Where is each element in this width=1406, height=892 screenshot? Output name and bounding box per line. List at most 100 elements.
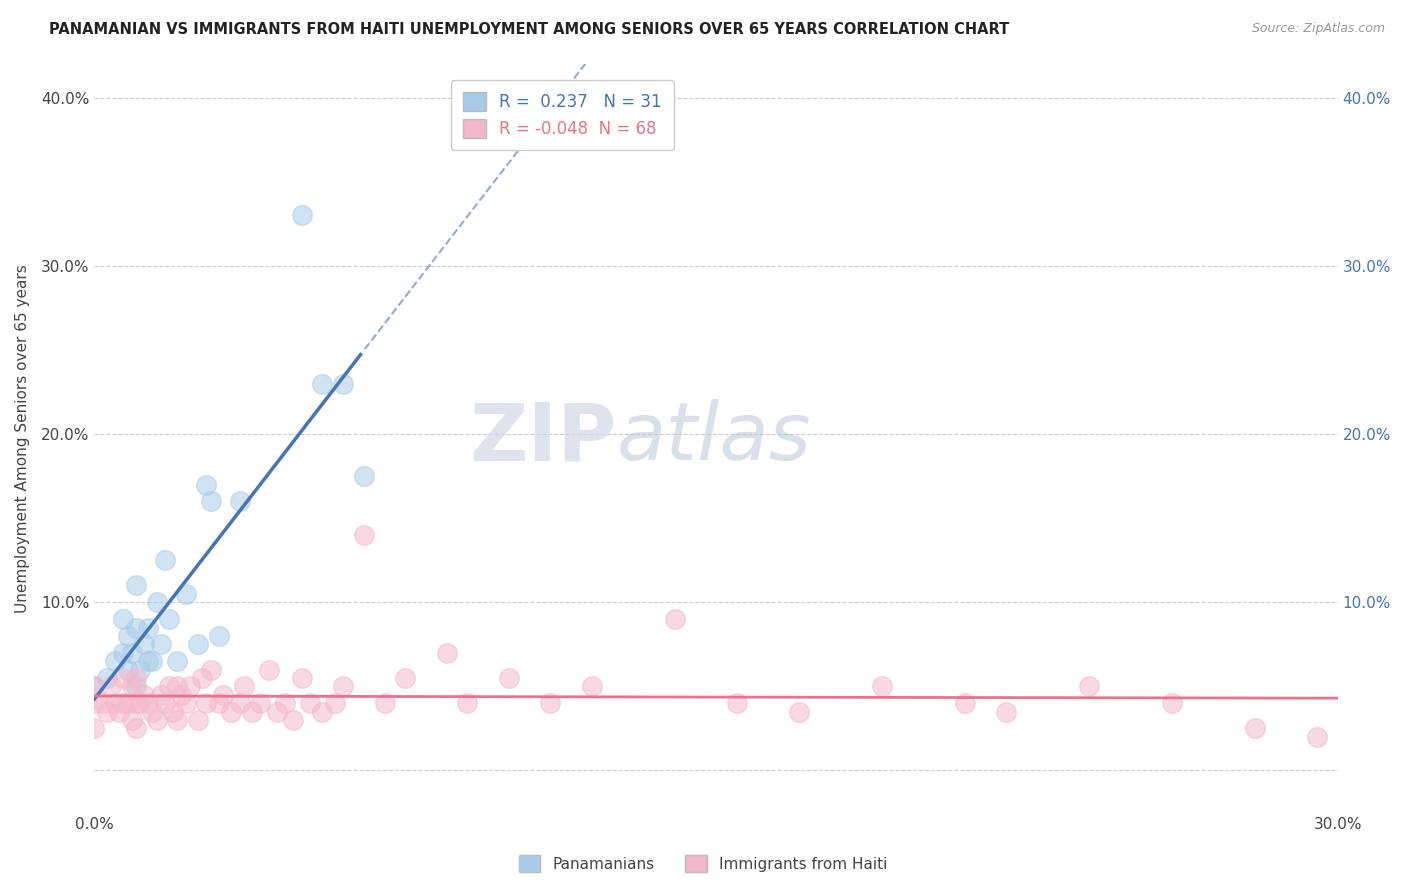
Point <box>166 679 188 693</box>
Point <box>112 671 135 685</box>
Point <box>725 696 748 710</box>
Point <box>134 637 156 651</box>
Point <box>1160 696 1182 710</box>
Point <box>153 553 176 567</box>
Point <box>125 722 148 736</box>
Point <box>149 688 172 702</box>
Point <box>187 637 209 651</box>
Point <box>138 620 160 634</box>
Text: ZIP: ZIP <box>470 400 617 477</box>
Point <box>174 587 197 601</box>
Point <box>129 696 152 710</box>
Point <box>129 663 152 677</box>
Point <box>208 696 231 710</box>
Point <box>179 679 201 693</box>
Point <box>332 679 354 693</box>
Point <box>266 705 288 719</box>
Point <box>195 696 218 710</box>
Point <box>83 679 105 693</box>
Point <box>228 494 250 508</box>
Point <box>104 696 127 710</box>
Point <box>96 705 118 719</box>
Point <box>664 612 686 626</box>
Point <box>145 595 167 609</box>
Point <box>174 696 197 710</box>
Point <box>121 679 143 693</box>
Point <box>232 679 254 693</box>
Point <box>125 679 148 693</box>
Point <box>104 654 127 668</box>
Point <box>1306 730 1329 744</box>
Point <box>91 696 114 710</box>
Point <box>291 209 314 223</box>
Point <box>166 713 188 727</box>
Point <box>436 646 458 660</box>
Point <box>311 376 333 391</box>
Point <box>100 679 122 693</box>
Point <box>83 722 105 736</box>
Point <box>153 696 176 710</box>
Point <box>249 696 271 710</box>
Point <box>953 696 976 710</box>
Point <box>208 629 231 643</box>
Point <box>145 713 167 727</box>
Point <box>166 654 188 668</box>
Point <box>353 469 375 483</box>
Point <box>353 528 375 542</box>
Point <box>274 696 297 710</box>
Point <box>212 688 235 702</box>
Point <box>125 578 148 592</box>
Point <box>187 713 209 727</box>
Point <box>240 705 263 719</box>
Point <box>1243 722 1265 736</box>
Point <box>134 688 156 702</box>
Legend: R =  0.237   N = 31, R = -0.048  N = 68: R = 0.237 N = 31, R = -0.048 N = 68 <box>451 80 673 150</box>
Point <box>374 696 396 710</box>
Point <box>117 663 139 677</box>
Point <box>83 696 105 710</box>
Point <box>291 671 314 685</box>
Point <box>195 477 218 491</box>
Point <box>121 713 143 727</box>
Point <box>456 696 478 710</box>
Point <box>157 679 180 693</box>
Point <box>538 696 561 710</box>
Point <box>228 696 250 710</box>
Point <box>191 671 214 685</box>
Point <box>170 688 193 702</box>
Point <box>112 646 135 660</box>
Point <box>121 646 143 660</box>
Point <box>108 705 131 719</box>
Point <box>125 671 148 685</box>
Point <box>995 705 1018 719</box>
Point <box>117 629 139 643</box>
Point <box>125 620 148 634</box>
Point <box>219 705 242 719</box>
Point <box>332 376 354 391</box>
Point <box>323 696 346 710</box>
Y-axis label: Unemployment Among Seniors over 65 years: Unemployment Among Seniors over 65 years <box>15 264 30 613</box>
Point <box>138 696 160 710</box>
Point <box>200 494 222 508</box>
Point <box>149 637 172 651</box>
Point <box>117 696 139 710</box>
Point <box>112 612 135 626</box>
Point <box>787 705 810 719</box>
Point <box>394 671 416 685</box>
Point <box>298 696 321 710</box>
Text: Source: ZipAtlas.com: Source: ZipAtlas.com <box>1251 22 1385 36</box>
Point <box>141 654 163 668</box>
Point <box>498 671 520 685</box>
Point <box>141 705 163 719</box>
Text: PANAMANIAN VS IMMIGRANTS FROM HAITI UNEMPLOYMENT AMONG SENIORS OVER 65 YEARS COR: PANAMANIAN VS IMMIGRANTS FROM HAITI UNEM… <box>49 22 1010 37</box>
Point <box>138 654 160 668</box>
Point <box>283 713 305 727</box>
Point <box>125 696 148 710</box>
Point <box>83 679 105 693</box>
Legend: Panamanians, Immigrants from Haiti: Panamanians, Immigrants from Haiti <box>512 847 894 880</box>
Point <box>157 612 180 626</box>
Text: atlas: atlas <box>617 400 811 477</box>
Point <box>311 705 333 719</box>
Point <box>200 663 222 677</box>
Point <box>162 705 184 719</box>
